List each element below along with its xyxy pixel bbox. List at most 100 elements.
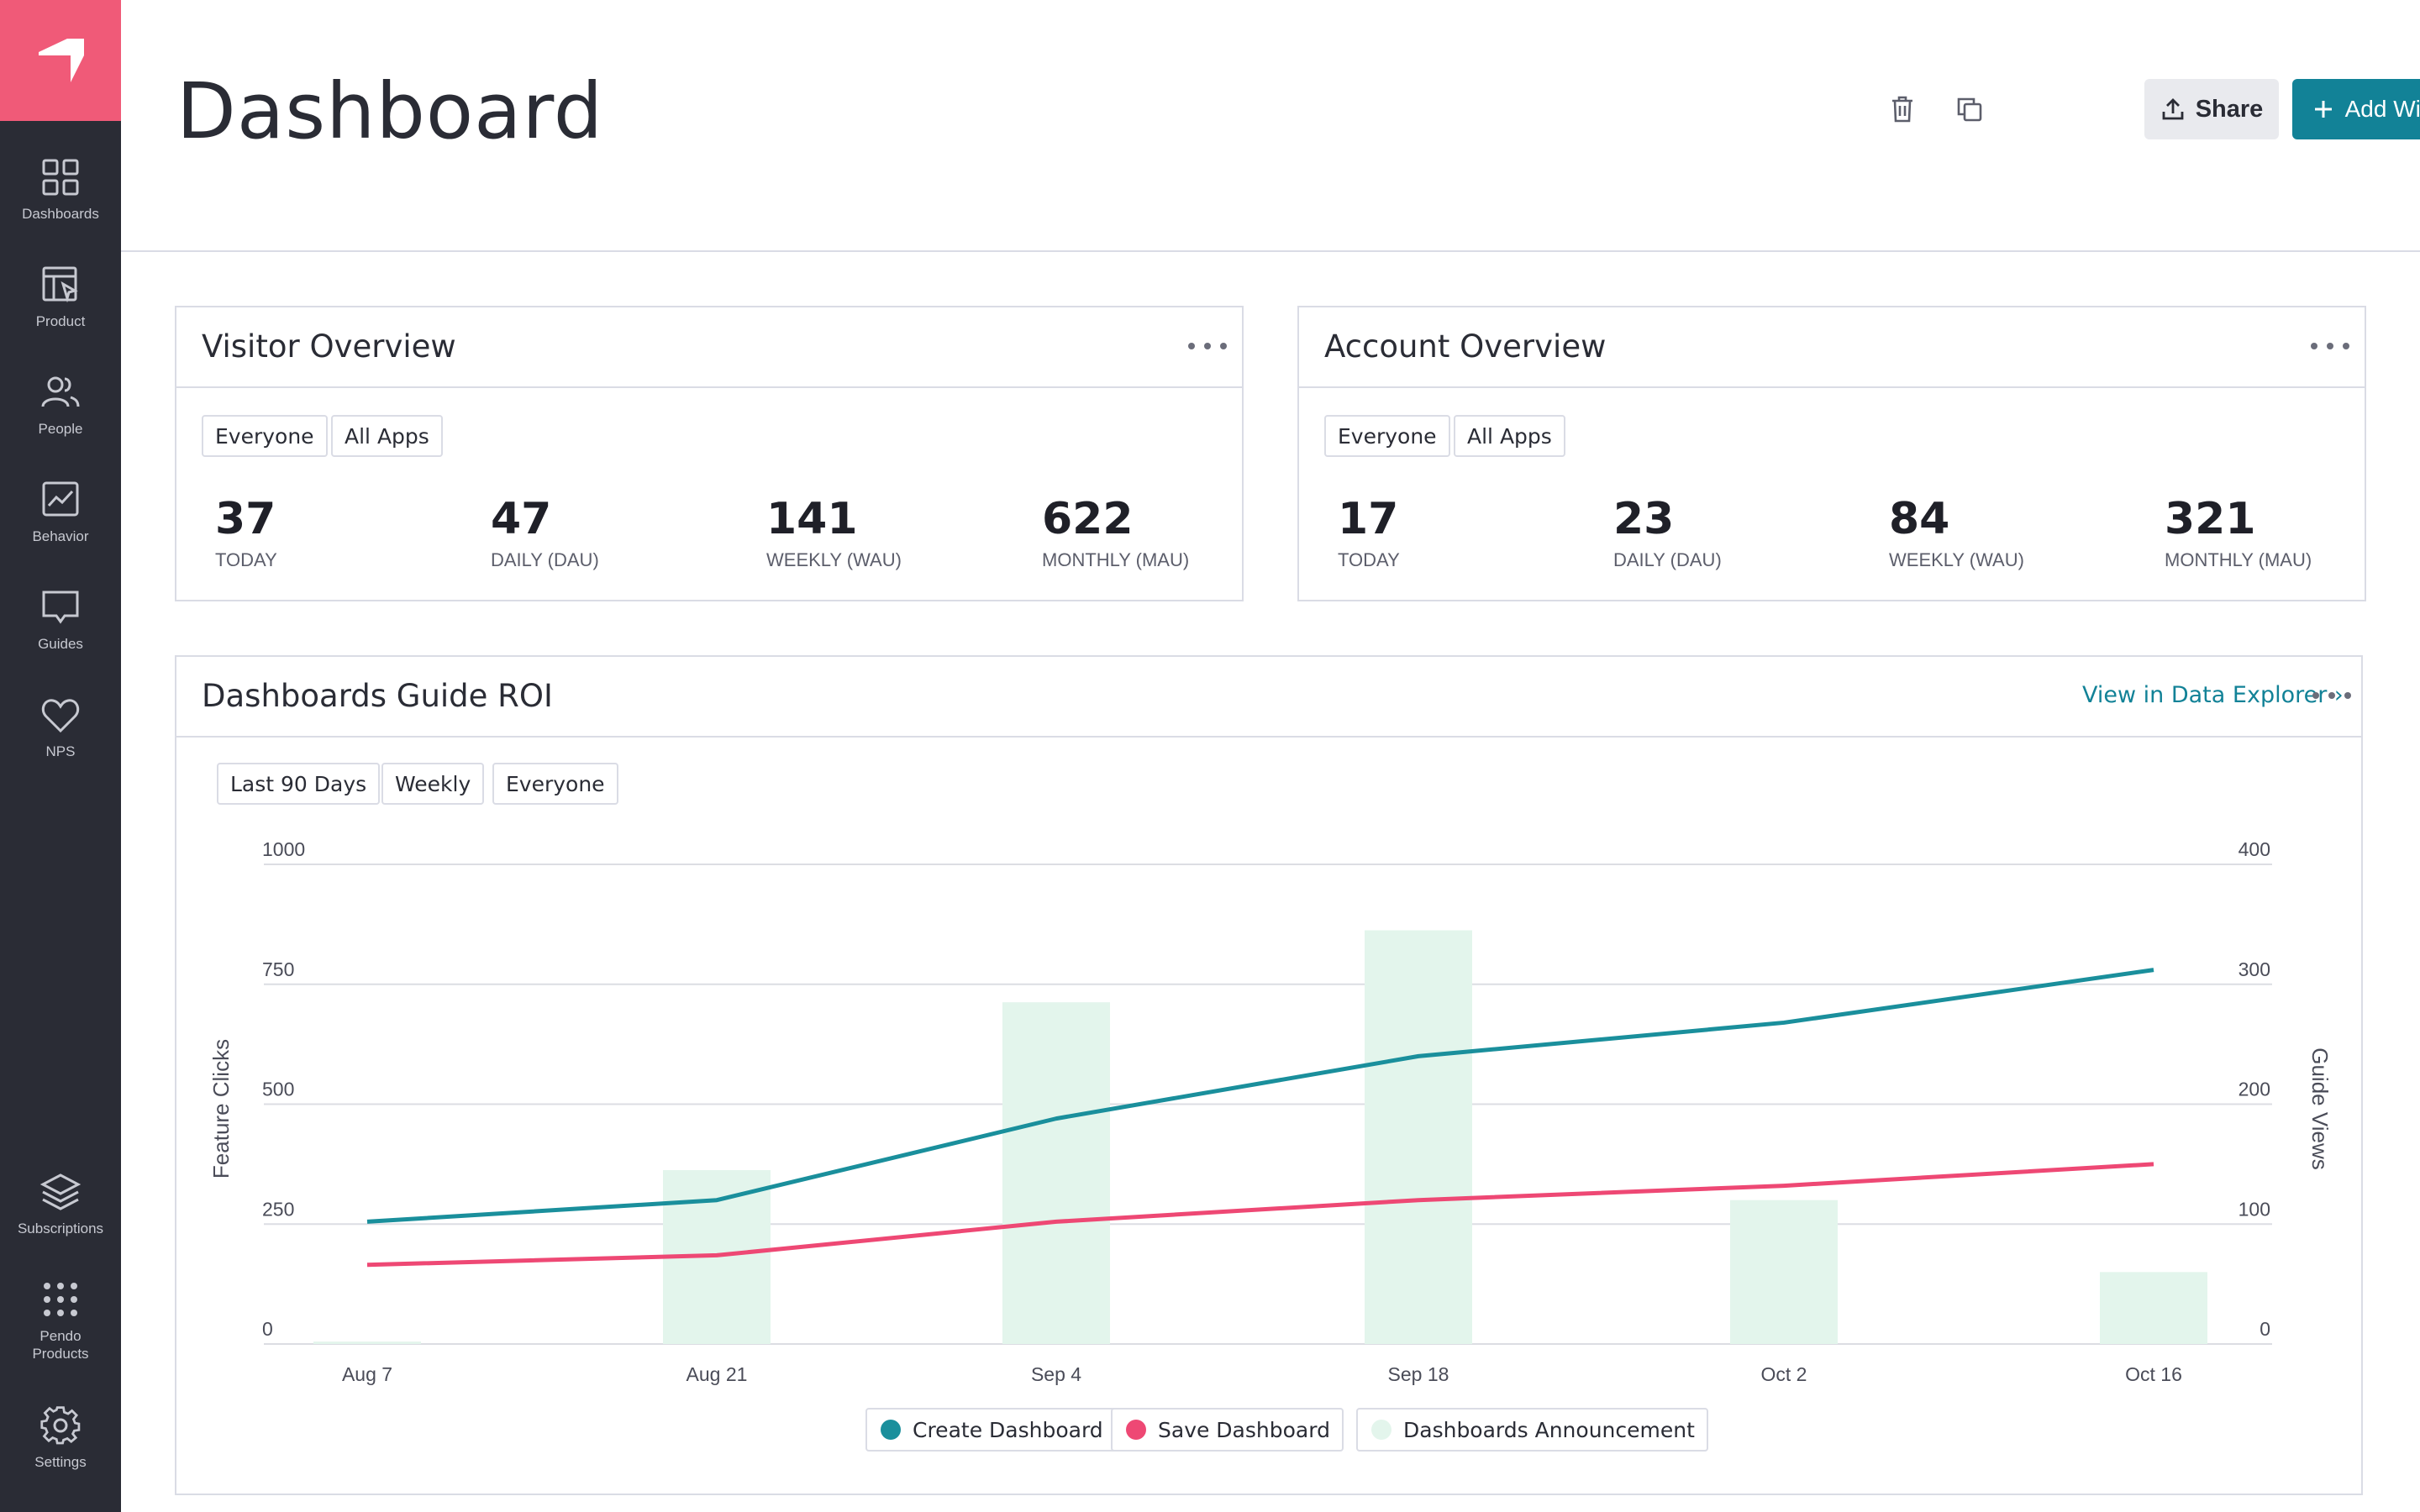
y-axis-title: Feature Clicks	[208, 1039, 234, 1179]
people-icon	[41, 376, 80, 407]
y-tick-label: 250	[262, 1198, 294, 1220]
sidebar-item-nps[interactable]: NPS	[0, 694, 121, 786]
more-dot-icon	[1220, 343, 1227, 349]
account-metric-dau: 23 DAILY (DAU)	[1613, 494, 1722, 571]
metric-value: 622	[1042, 494, 1134, 544]
x-tick-label: Oct 16	[2125, 1363, 2182, 1385]
account-overview-header: Account Overview	[1299, 307, 2365, 388]
share-button-label: Share	[2195, 95, 2264, 123]
guide-roi-header: Dashboards Guide ROI View in Data Explor…	[176, 657, 2361, 738]
heart-icon	[41, 699, 80, 733]
metric-label: DAILY (DAU)	[1613, 549, 1722, 570]
legend-swatch	[881, 1420, 901, 1440]
upload-icon	[2162, 98, 2184, 120]
sidebar-item-dashboards[interactable]: Dashboards	[0, 156, 121, 249]
view-in-data-explorer-link[interactable]: View in Data Explorer ›	[2082, 682, 2344, 708]
y2-tick-label: 300	[2238, 958, 2270, 980]
account-overview-card: Account Overview Everyone All Apps 17 TO…	[1297, 306, 2366, 601]
legend-swatch	[1126, 1420, 1146, 1440]
bar-announcement	[1365, 930, 1472, 1344]
page-title: Dashboard	[176, 66, 604, 156]
sidebar-label-nps: NPS	[45, 743, 76, 759]
metric-label: WEEKLY (WAU)	[1889, 549, 2024, 570]
account-filter-segment[interactable]: Everyone	[1324, 415, 1450, 457]
legend-swatch	[1371, 1420, 1392, 1440]
metric-label: TODAY	[1338, 549, 1400, 570]
visitor-metric-dau: 47 DAILY (DAU)	[491, 494, 599, 571]
sidebar-label-dashboards: Dashboards	[22, 206, 99, 222]
sidebar-item-subscriptions[interactable]: Subscriptions	[0, 1171, 121, 1263]
series-line-create-dashboard	[366, 968, 2154, 1224]
visitor-filter-segment[interactable]: Everyone	[202, 415, 328, 457]
share-button[interactable]: Share	[2144, 79, 2279, 139]
metric-label: TODAY	[215, 549, 277, 570]
account-overview-title: Account Overview	[1324, 328, 1607, 365]
y-tick-label: 750	[262, 958, 294, 980]
bar-announcement	[313, 1341, 421, 1344]
metric-value: 141	[766, 494, 858, 544]
metric-value: 37	[215, 494, 276, 544]
sidebar-item-behavior[interactable]: Behavior	[0, 479, 121, 571]
y2-tick-label: 0	[2260, 1318, 2270, 1340]
guide-roi-title: Dashboards Guide ROI	[202, 678, 553, 714]
roi-filter-date-range[interactable]: Last 90 Days	[217, 763, 381, 805]
visitor-overview-card: Visitor Overview Everyone All Apps 37 TO…	[175, 306, 1244, 601]
sidebar-item-pendo-products[interactable]: Pendo Products	[0, 1278, 121, 1371]
bar-announcement	[1730, 1200, 1838, 1344]
roi-filter-interval[interactable]: Weekly	[381, 763, 485, 805]
sidebar-item-settings[interactable]: Settings	[0, 1404, 121, 1497]
metric-value: 84	[1889, 494, 1950, 544]
roi-filter-segment[interactable]: Everyone	[492, 763, 618, 805]
account-metric-mau: 321 MONTHLY (MAU)	[2165, 494, 2312, 571]
apps-grid-icon	[44, 1283, 77, 1316]
x-tick-label: Oct 2	[1761, 1363, 1807, 1385]
bar-announcement	[1002, 1002, 1110, 1344]
metric-label: WEEKLY (WAU)	[766, 549, 902, 570]
trash-icon	[1892, 96, 1912, 123]
visitor-overview-header: Visitor Overview	[176, 307, 1242, 388]
more-dot-icon	[2327, 343, 2333, 349]
more-dot-icon	[2343, 343, 2349, 349]
visitor-overview-title: Visitor Overview	[202, 328, 456, 365]
sidebar: Dashboards Product People Behavior Guide…	[0, 0, 121, 1512]
behavior-icon	[42, 481, 79, 517]
visitor-filter-app[interactable]: All Apps	[331, 415, 443, 457]
series-line-save-dashboard	[366, 1162, 2154, 1268]
metric-label: MONTHLY (MAU)	[1042, 549, 1190, 570]
legend-label: Save Dashboard	[1158, 1417, 1330, 1442]
more-dot-icon	[2344, 692, 2351, 699]
more-dot-icon	[2328, 692, 2335, 699]
sidebar-item-product[interactable]: Product	[0, 264, 121, 356]
sidebar-label-settings: Settings	[34, 1454, 87, 1470]
layers-icon	[39, 1173, 82, 1210]
guides-icon	[42, 591, 79, 624]
sidebar-label-product: Product	[35, 313, 86, 329]
guide-roi-more-button[interactable]	[2312, 679, 2351, 712]
account-metric-today: 17 TODAY	[1338, 494, 1400, 571]
add-widget-button[interactable]: Add Widget	[2292, 79, 2420, 139]
add-widget-button-label: Add Widget	[2344, 96, 2420, 122]
sidebar-item-guides[interactable]: Guides	[0, 586, 121, 679]
delete-button[interactable]	[1884, 91, 1921, 128]
duplicate-button[interactable]	[1951, 91, 1988, 128]
y2-tick-label: 200	[2238, 1079, 2270, 1100]
pendo-logo-icon	[39, 39, 84, 82]
legend-save-dashboard[interactable]: Save Dashboard	[1111, 1408, 1344, 1452]
sidebar-label-behavior: Behavior	[32, 528, 89, 544]
y-tick-label: 0	[262, 1318, 273, 1340]
y2-tick-label: 400	[2238, 838, 2270, 860]
legend-create-dashboard[interactable]: Create Dashboard	[865, 1408, 1117, 1452]
account-metric-wau: 84 WEEKLY (WAU)	[1889, 494, 2024, 571]
sidebar-item-people[interactable]: People	[0, 371, 121, 464]
gear-icon	[40, 1406, 81, 1445]
visitor-metric-wau: 141 WEEKLY (WAU)	[766, 494, 902, 571]
sidebar-label-people: People	[38, 421, 83, 437]
pendo-logo[interactable]	[0, 0, 121, 121]
y-tick-label: 500	[262, 1079, 294, 1100]
legend-dashboards-announcement[interactable]: Dashboards Announcement	[1356, 1408, 1708, 1452]
visitor-overview-more-button[interactable]	[1188, 329, 1227, 363]
account-overview-more-button[interactable]	[2311, 329, 2349, 363]
account-filter-app[interactable]: All Apps	[1454, 415, 1565, 457]
sidebar-label-guides: Guides	[38, 636, 83, 652]
